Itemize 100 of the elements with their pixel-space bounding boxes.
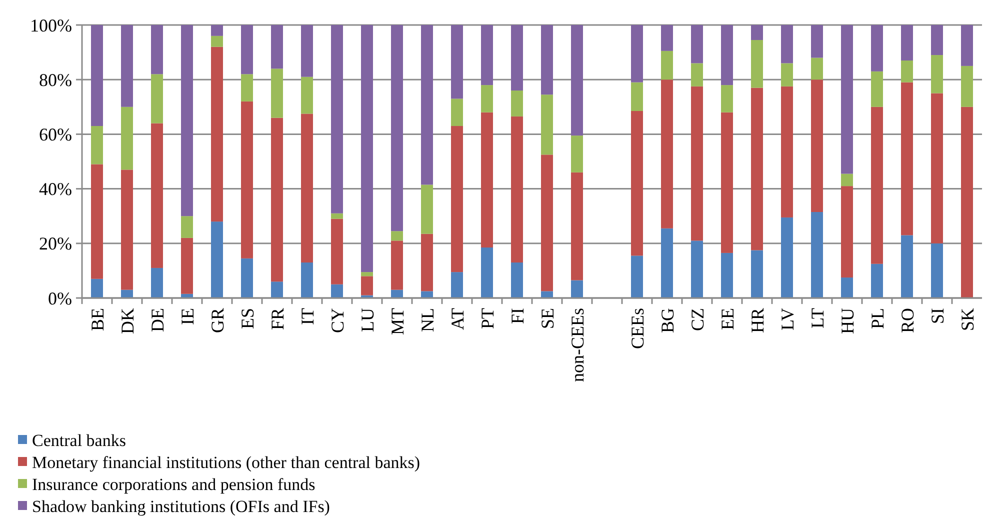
x-tick-label: IE bbox=[177, 308, 198, 325]
bar bbox=[91, 126, 103, 164]
bar bbox=[481, 85, 493, 112]
x-tick-label: CEEs bbox=[627, 308, 648, 350]
x-tick-label: HR bbox=[747, 308, 768, 334]
bar bbox=[751, 250, 763, 298]
y-tick-label: 0% bbox=[48, 288, 72, 308]
bar bbox=[421, 184, 433, 234]
x-tick-label: RO bbox=[897, 308, 918, 334]
bar bbox=[541, 291, 553, 298]
bar bbox=[571, 25, 583, 136]
bar bbox=[361, 25, 373, 272]
bar bbox=[841, 278, 853, 298]
bar bbox=[91, 278, 103, 298]
bar bbox=[241, 74, 253, 102]
x-tick-label: MT bbox=[387, 308, 408, 335]
x-tick-label: CY bbox=[327, 308, 348, 334]
x-tick-label: PT bbox=[477, 308, 498, 330]
bar bbox=[751, 88, 763, 250]
x-tick-label: PL bbox=[867, 308, 888, 330]
bar bbox=[211, 46, 223, 222]
bar bbox=[691, 86, 703, 241]
bar bbox=[181, 25, 193, 216]
bar bbox=[421, 234, 433, 292]
bar bbox=[871, 71, 883, 107]
y-tick-label: 40% bbox=[39, 179, 72, 200]
bar bbox=[901, 235, 913, 298]
bar bbox=[931, 243, 943, 298]
bar bbox=[541, 25, 553, 95]
x-tick-label: AT bbox=[447, 308, 468, 330]
bar bbox=[331, 25, 343, 214]
bar bbox=[271, 25, 283, 69]
bar bbox=[451, 25, 463, 99]
bar bbox=[361, 276, 373, 296]
y-tick-label: 60% bbox=[39, 124, 72, 144]
bar bbox=[271, 118, 283, 282]
bar bbox=[391, 25, 403, 232]
x-tick-label: SI bbox=[927, 308, 948, 324]
bar bbox=[481, 25, 493, 86]
legend-label: Insurance corporations and pension funds bbox=[32, 474, 316, 494]
x-tick-label: HU bbox=[837, 308, 858, 334]
bar bbox=[691, 240, 703, 298]
bar bbox=[181, 238, 193, 294]
bar bbox=[631, 82, 643, 111]
bar bbox=[961, 66, 973, 107]
bar bbox=[901, 60, 913, 82]
bar bbox=[151, 25, 163, 74]
bar bbox=[541, 94, 553, 155]
bar bbox=[241, 101, 253, 258]
bar bbox=[931, 93, 943, 244]
bar bbox=[121, 290, 133, 298]
bar bbox=[571, 280, 583, 298]
bar bbox=[361, 272, 373, 276]
bar bbox=[811, 212, 823, 298]
bar bbox=[391, 290, 403, 298]
bar bbox=[391, 240, 403, 290]
bar bbox=[661, 50, 673, 80]
bar bbox=[931, 55, 943, 94]
bar bbox=[511, 262, 523, 298]
bar bbox=[901, 25, 913, 60]
x-tick-label: SK bbox=[957, 308, 978, 332]
bar bbox=[331, 218, 343, 284]
bar bbox=[511, 90, 523, 116]
bar bbox=[721, 252, 733, 298]
bar bbox=[871, 106, 883, 264]
bar bbox=[631, 110, 643, 256]
legend-label: Central banks bbox=[32, 430, 126, 450]
bar bbox=[211, 25, 223, 36]
bar bbox=[151, 268, 163, 298]
bar bbox=[451, 272, 463, 298]
bar bbox=[391, 231, 403, 241]
bar bbox=[781, 217, 793, 298]
x-tick-label: LV bbox=[777, 308, 798, 330]
bar bbox=[271, 282, 283, 298]
x-tick-label: DK bbox=[117, 308, 138, 334]
bar bbox=[451, 126, 463, 272]
bar bbox=[631, 25, 643, 82]
bar bbox=[151, 123, 163, 268]
bar bbox=[211, 36, 223, 47]
bar bbox=[721, 25, 733, 86]
bar bbox=[721, 112, 733, 253]
legend-label: Monetary financial institutions (other than central banks) bbox=[32, 452, 420, 472]
x-tick-label: BE bbox=[87, 308, 108, 332]
bar bbox=[661, 25, 673, 51]
bar bbox=[451, 98, 463, 126]
bar bbox=[331, 213, 343, 219]
x-tick-label: DE bbox=[147, 308, 168, 332]
bar bbox=[481, 112, 493, 248]
bar bbox=[841, 174, 853, 186]
bar bbox=[301, 262, 313, 298]
bar bbox=[421, 291, 433, 298]
bar bbox=[541, 154, 553, 292]
bar bbox=[661, 228, 673, 298]
x-tick-label: SE bbox=[537, 308, 558, 330]
bar bbox=[511, 25, 523, 91]
bar bbox=[121, 170, 133, 290]
bar bbox=[781, 63, 793, 86]
bar bbox=[511, 116, 523, 263]
bar bbox=[121, 25, 133, 107]
bar bbox=[271, 68, 283, 118]
